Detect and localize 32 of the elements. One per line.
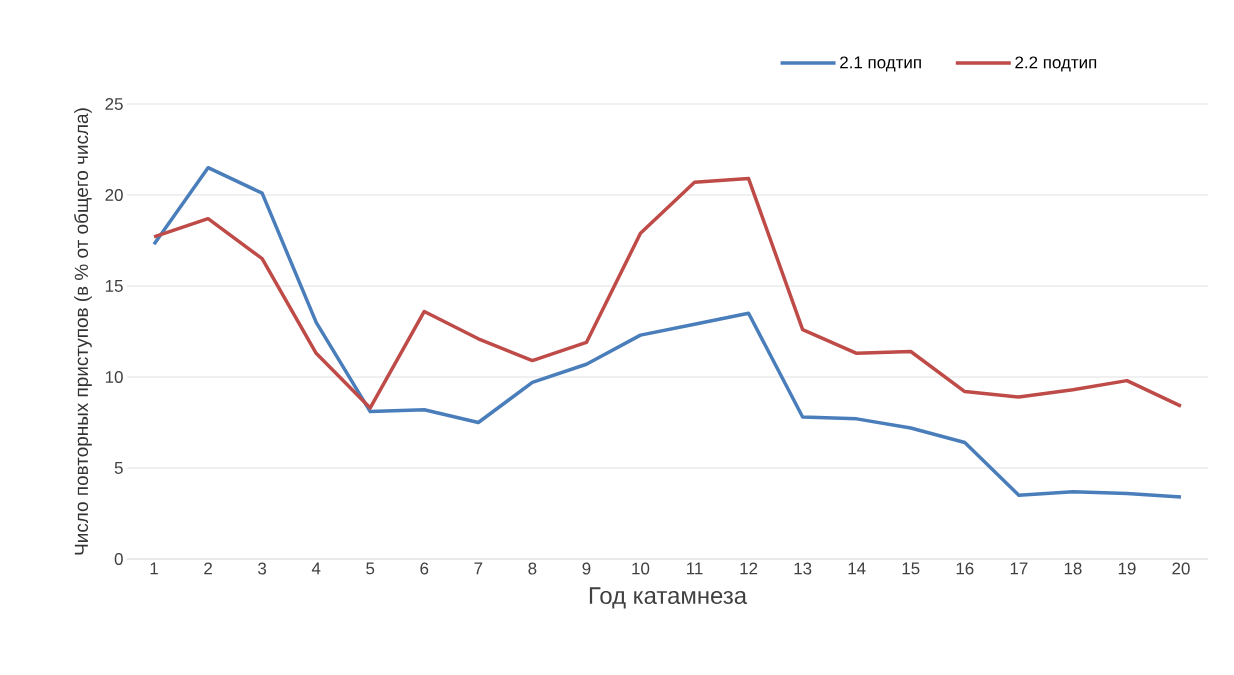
y-axis-title: Число повторных приступов (в % от общего числа) [74, 108, 92, 555]
x-tick-label: 17 [1010, 562, 1028, 575]
x-tick-label: 6 [420, 562, 429, 575]
x-tick-label: 9 [582, 562, 591, 575]
line-series [152, 165, 1183, 499]
legend-label: 2.1 подтип [840, 56, 921, 72]
y-tick-label: 10 [105, 371, 123, 383]
x-tick-label: 7 [474, 562, 483, 575]
x-tick-label: 10 [632, 562, 650, 575]
x-tick-label: 1 [150, 562, 158, 575]
y-tick-label: 25 [105, 98, 123, 110]
x-tick-label: 12 [740, 562, 758, 575]
x-tick-label: 16 [956, 562, 974, 575]
legend-label: 2.2 подтип [1015, 56, 1097, 72]
x-tick-label: 13 [794, 562, 812, 575]
x-tick-label: 19 [1118, 562, 1136, 575]
line-series [152, 176, 1183, 410]
y-tick-label: 5 [114, 462, 123, 474]
y-tick-label: 20 [105, 189, 123, 201]
x-tick-label: 2 [204, 562, 212, 575]
x-tick-label: 8 [528, 562, 537, 575]
x-tick-label: 20 [1172, 562, 1190, 575]
x-tick-label: 14 [848, 562, 866, 575]
x-tick-label: 5 [366, 562, 375, 575]
x-tick-label: 18 [1064, 562, 1082, 575]
x-tick-label: 3 [258, 562, 267, 575]
y-tick-label: 15 [105, 280, 123, 292]
y-tick-label: 0 [114, 553, 123, 565]
x-tick-label: 15 [902, 562, 920, 575]
x-tick-label: 11 [687, 562, 703, 575]
x-axis-title: Год катамнеза [589, 587, 748, 609]
x-tick-label: 4 [311, 562, 321, 575]
